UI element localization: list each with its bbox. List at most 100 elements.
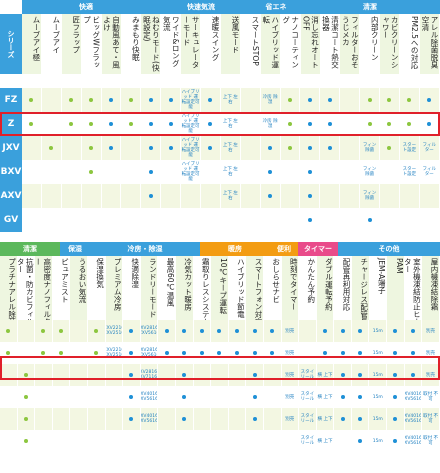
table-cell — [211, 342, 229, 364]
feature-dot-icon — [69, 122, 74, 126]
table-cell — [240, 184, 261, 208]
table-row: FZ ハイブリッド 運転設定可能 上下 左右 冷房 除湿 — [0, 88, 440, 112]
table-cell — [0, 408, 18, 430]
series-row-label: GV — [0, 208, 22, 232]
table-cell — [61, 136, 82, 160]
table-cell — [35, 342, 53, 364]
table-cell — [41, 208, 62, 232]
table-cell — [175, 320, 194, 342]
table-cell — [387, 364, 405, 386]
table-cell — [81, 208, 102, 232]
bottom-column-header: プレミアム冷房 — [105, 256, 124, 326]
table-cell — [70, 342, 88, 364]
table-cell — [351, 430, 370, 452]
table-cell — [193, 386, 212, 408]
feature-dot-icon — [358, 439, 363, 443]
table-cell — [41, 136, 62, 160]
bottom-column-header: 冷気カット暖房 — [176, 256, 194, 326]
table-cell — [101, 160, 122, 184]
table-cell — [334, 386, 352, 408]
bottom-column-header: 保湿換気 — [88, 256, 106, 326]
table-cell: スタイ リール — [299, 386, 317, 408]
feature-dot-icon — [252, 373, 257, 377]
cell-text: 別売 — [285, 372, 295, 378]
table-cell: フィル ター — [419, 160, 440, 184]
table-cell — [70, 320, 88, 342]
table-cell: スタイ リール — [299, 430, 317, 452]
cell-text: スタイ リール — [300, 370, 315, 380]
cell-text: 取付 不可 — [423, 414, 439, 424]
cell-text: 別売 — [426, 372, 436, 378]
table-cell — [340, 160, 361, 184]
bottom-column-header: 配管再利用対応 — [334, 256, 352, 326]
top-column-header: 清潔コート熱交換器 — [320, 14, 341, 74]
table-cell — [52, 342, 71, 364]
table-cell — [121, 208, 142, 232]
feature-dot-icon — [340, 417, 345, 421]
table-cell — [316, 320, 335, 342]
table-cell — [340, 184, 361, 208]
table-cell: スター ト設定 — [399, 160, 420, 184]
table-cell — [123, 342, 141, 364]
table-cell — [87, 430, 106, 452]
feature-dot-icon — [270, 329, 275, 333]
cell-text: 取付 不可 — [423, 392, 439, 402]
cell-text: 横 上下 — [317, 372, 333, 378]
table-cell — [220, 208, 241, 232]
table-cell: ハイブリッド 運転設定可能 — [181, 136, 202, 160]
table-cell — [316, 342, 335, 364]
feature-dot-icon — [393, 417, 398, 421]
table-cell — [175, 386, 194, 408]
cell-text: 上下 左右 — [222, 167, 238, 177]
table-cell: 冷房 除湿 — [260, 88, 281, 112]
feature-dot-icon — [182, 373, 187, 377]
cell-text: 15m — [372, 350, 383, 356]
table-cell — [22, 136, 42, 160]
table-cell — [351, 386, 370, 408]
feature-dot-icon — [307, 98, 312, 102]
table-cell — [193, 364, 212, 386]
feature-dot-icon — [89, 146, 94, 150]
table-cell — [419, 88, 440, 112]
table-cell — [141, 208, 162, 232]
group-header-clean-2: 清潔 — [0, 242, 60, 256]
feature-dot-icon — [94, 351, 99, 355]
cell-text: 上下 左右 — [222, 95, 238, 105]
feature-dot-icon — [129, 373, 134, 377]
table-cell — [246, 386, 264, 408]
feature-dot-icon — [182, 329, 187, 333]
table-cell — [17, 342, 36, 364]
cell-text: スター ト設定 — [402, 143, 417, 153]
table-cell — [360, 88, 381, 112]
table-cell — [280, 208, 301, 232]
group-header-eco: 省エネ — [252, 0, 300, 14]
table-cell — [161, 184, 182, 208]
feature-dot-icon — [59, 351, 64, 355]
table-cell — [419, 112, 440, 136]
feature-dot-icon — [322, 351, 327, 355]
cell-text: 別売 — [285, 328, 295, 334]
table-cell — [101, 88, 122, 112]
feature-dot-icon — [387, 98, 392, 102]
table-cell — [61, 88, 82, 112]
table-cell — [175, 364, 194, 386]
feature-dot-icon — [199, 351, 204, 355]
top-column-header: みまもり快眠 — [121, 14, 142, 74]
feature-dot-icon — [268, 194, 273, 198]
table-cell — [263, 408, 282, 430]
table-cell: 上下 左右 — [220, 136, 241, 160]
group-header-moist: 保湿 — [60, 242, 90, 256]
table-cell — [0, 320, 18, 342]
feature-dot-icon — [59, 329, 64, 333]
table-cell — [87, 342, 106, 364]
table-cell — [161, 88, 182, 112]
cell-text: 15m — [372, 416, 383, 422]
group-header-convenience: 便利 — [270, 242, 298, 256]
cell-text: スター ト設定 — [402, 167, 417, 177]
table-cell — [280, 88, 301, 112]
table-cell — [280, 184, 301, 208]
table-cell: 15m — [369, 364, 388, 386]
table-cell: フィン 除菌 — [360, 160, 381, 184]
table-cell — [22, 208, 42, 232]
